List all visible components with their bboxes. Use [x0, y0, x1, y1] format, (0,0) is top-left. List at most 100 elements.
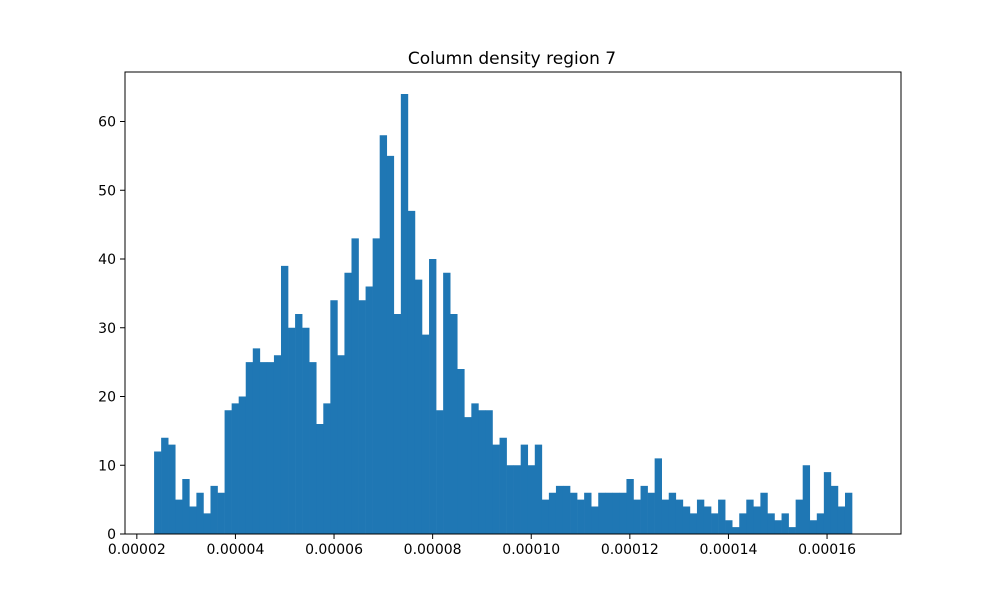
- histogram-bar: [168, 444, 176, 534]
- histogram-bar: [492, 444, 500, 534]
- histogram-bar: [182, 479, 190, 534]
- histogram-bar: [400, 94, 409, 534]
- histogram-bar: [337, 355, 345, 534]
- histogram-bar: [753, 506, 761, 534]
- histogram-bar: [203, 513, 211, 534]
- histogram-bar: [273, 355, 282, 534]
- histogram-bar: [809, 520, 818, 534]
- histogram-bar: [238, 396, 247, 534]
- histogram-bar: [837, 506, 846, 534]
- histogram-bar: [520, 444, 529, 534]
- histogram-bar: [633, 499, 641, 534]
- y-axis: 0 10 20 30 40 50 60: [98, 115, 125, 543]
- histogram-bar: [429, 259, 437, 534]
- histogram-bar: [499, 437, 507, 534]
- y-tick-label: 60: [98, 115, 116, 131]
- histogram-bar: [457, 369, 465, 534]
- histogram-bar: [231, 403, 239, 534]
- histogram-bar: [154, 451, 162, 534]
- histogram-bar: [647, 492, 655, 534]
- histogram-bar: [802, 465, 811, 534]
- histogram-bar: [471, 403, 479, 534]
- histogram-bar: [591, 506, 599, 534]
- histogram-bar: [661, 499, 670, 534]
- x-axis: 0.00002 0.00004 0.00006 0.00008 0.00010 0.000…: [108, 534, 856, 558]
- histogram-bar: [774, 520, 782, 534]
- histogram-bar: [541, 499, 550, 534]
- histogram-bar: [668, 492, 677, 534]
- x-tick-label: 0.00016: [798, 542, 856, 558]
- histogram-bar: [464, 417, 472, 534]
- histogram-bar: [323, 403, 331, 534]
- histogram-bar: [386, 155, 395, 534]
- x-tick-label: 0.00010: [502, 542, 560, 558]
- x-tick-label: 0.00002: [108, 542, 166, 558]
- histogram-bar: [725, 520, 733, 534]
- histogram-bar: [443, 272, 451, 534]
- histogram-bar: [527, 465, 536, 534]
- histogram-bar: [781, 513, 789, 534]
- histogram-bar: [316, 424, 324, 534]
- histogram-bar: [407, 210, 416, 534]
- histogram-bar: [577, 499, 585, 534]
- histogram-bar: [161, 437, 169, 534]
- histogram-bar: [534, 444, 543, 534]
- x-tick-label: 0.00006: [305, 542, 363, 558]
- histogram-bar: [640, 485, 648, 534]
- histogram-bar: [288, 327, 296, 534]
- histogram-bar: [675, 499, 684, 534]
- histogram-bar: [450, 314, 458, 534]
- bars-group: [154, 94, 853, 534]
- histogram-bar: [682, 506, 691, 534]
- histogram-bar: [365, 286, 373, 534]
- histogram-bar: [224, 410, 232, 534]
- histogram-bar: [612, 492, 620, 534]
- x-tick-label: 0.00012: [601, 542, 659, 558]
- histogram-bar: [295, 314, 303, 534]
- histogram-bar: [478, 410, 486, 534]
- histogram-bar: [732, 527, 740, 534]
- histogram-bar: [711, 513, 719, 534]
- histogram-bar: [548, 492, 557, 534]
- histogram-bar: [696, 499, 705, 534]
- y-tick-label: 0: [107, 527, 116, 543]
- histogram-bar: [351, 238, 359, 534]
- histogram-bar: [830, 485, 839, 534]
- histogram-bar: [788, 527, 796, 534]
- histogram-bar: [760, 492, 768, 534]
- x-tick-label: 0.00004: [206, 542, 264, 558]
- histogram-bar: [605, 492, 613, 534]
- histogram-bar: [555, 485, 564, 534]
- histogram-bar: [718, 499, 726, 534]
- histogram-bar: [513, 465, 521, 534]
- histogram-bar: [266, 362, 275, 534]
- histogram-bar: [626, 479, 634, 534]
- histogram-bar: [703, 506, 712, 534]
- histogram-bar: [506, 465, 514, 534]
- histogram-bar: [689, 513, 698, 534]
- histogram-bar: [393, 314, 402, 534]
- histogram-bar: [309, 362, 317, 534]
- histogram-bar: [584, 492, 592, 534]
- histogram-bar: [217, 492, 225, 534]
- histogram-bar: [816, 513, 825, 534]
- histogram-bar: [823, 472, 832, 534]
- histogram-bar: [302, 327, 310, 534]
- y-tick-label: 30: [98, 321, 116, 337]
- histogram-bar: [421, 334, 430, 534]
- histogram-bar: [259, 362, 268, 534]
- histogram-bar: [739, 513, 747, 534]
- histogram-bar: [562, 485, 571, 534]
- histogram-bar: [746, 499, 754, 534]
- histogram-bar: [619, 492, 627, 534]
- histogram-bar: [570, 492, 578, 534]
- histogram-bar: [189, 506, 197, 534]
- y-tick-label: 40: [98, 252, 116, 268]
- y-tick-label: 20: [98, 390, 116, 406]
- histogram-bar: [795, 499, 803, 534]
- y-tick-label: 10: [98, 458, 116, 474]
- histogram-bar: [436, 410, 444, 534]
- y-tick-label: 50: [98, 183, 116, 199]
